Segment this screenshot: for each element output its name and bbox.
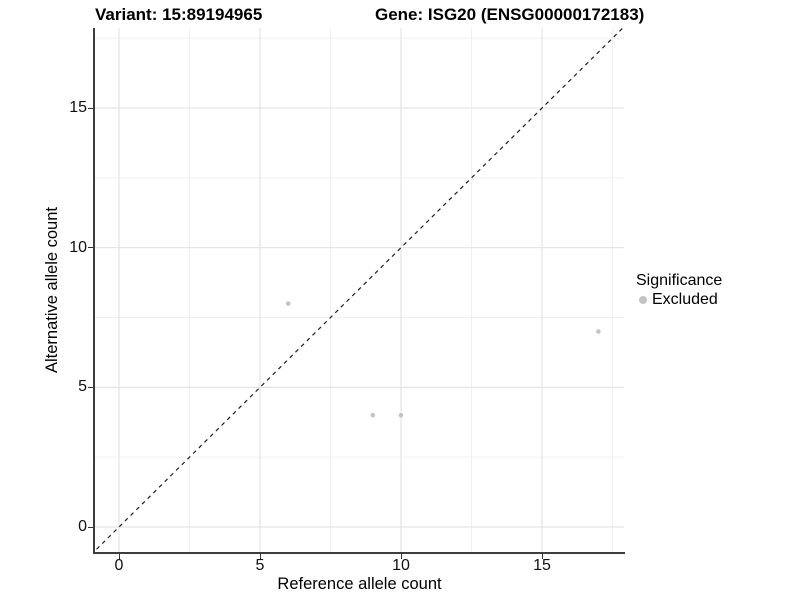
y-tick-label: 0 [78, 518, 87, 535]
legend-key-dot-icon [639, 296, 647, 304]
x-tick-mark [400, 554, 402, 559]
y-tick-label: 10 [69, 238, 87, 256]
x-axis-line [93, 552, 625, 554]
y-axis-line [93, 28, 95, 554]
plot-title-gene: Gene: ISG20 (ENSG00000172183) [375, 5, 645, 24]
identity-line [95, 28, 624, 552]
x-tick-label: 15 [533, 557, 551, 574]
plot-title-variant: Variant: 15:89194965 [95, 5, 263, 24]
y-tick-mark [88, 107, 93, 109]
x-tick-mark [541, 554, 543, 559]
data-point [398, 412, 404, 418]
y-tick-label: 5 [78, 378, 87, 396]
legend-entry-excluded: Excluded [636, 291, 722, 309]
y-tick-label: 15 [69, 99, 87, 117]
x-tick-label: 0 [114, 557, 124, 574]
y-tick-mark [88, 526, 93, 528]
legend-title: Significance [636, 272, 723, 289]
x-tick-mark [259, 554, 261, 559]
data-point [285, 301, 291, 306]
y-tick-mark [88, 386, 93, 388]
data-point [596, 329, 601, 334]
x-axis-title: Reference allele count [277, 575, 442, 593]
x-tick-mark [118, 554, 120, 559]
legend-entry-label: Excluded [652, 291, 718, 308]
legend: Significance Excluded [636, 272, 722, 309]
x-tick-label: 5 [255, 557, 265, 574]
scatter-canvas [95, 28, 624, 552]
plot-panel [95, 28, 624, 552]
y-tick-mark [88, 247, 93, 249]
x-tick-label: 10 [392, 557, 410, 574]
data-point [370, 412, 376, 418]
